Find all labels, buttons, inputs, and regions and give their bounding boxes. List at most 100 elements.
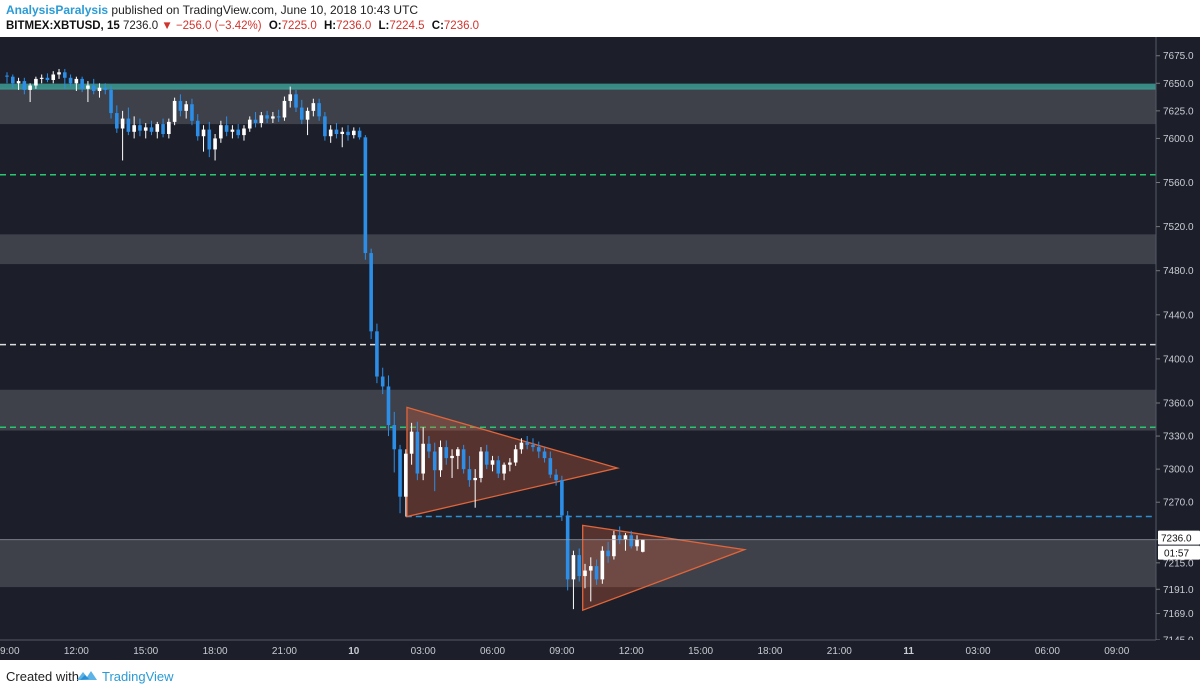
candle-body	[271, 116, 275, 119]
candle	[68, 74, 73, 87]
candle	[536, 441, 541, 459]
price-tick-label: 7650.0	[1163, 79, 1194, 90]
candle-body	[328, 129, 333, 137]
candle	[45, 73, 50, 83]
candle-body	[600, 550, 605, 580]
time-tick-label: 03:00	[411, 646, 436, 657]
candle	[519, 438, 524, 454]
candle	[91, 78, 96, 95]
candle	[450, 449, 454, 478]
price-chart[interactable]: 7675.0 7650.0 7625.0 7600.0 7560.0 7520.0 7480…	[0, 37, 1200, 660]
candle-body	[641, 539, 645, 552]
candle-body	[5, 75, 9, 77]
candle	[525, 436, 529, 450]
last-price-label: 7236.0	[122, 20, 159, 32]
candle-body	[63, 72, 67, 78]
last-price-badge	[1158, 530, 1200, 545]
support-resistance-zone	[0, 234, 1156, 265]
candle-body	[386, 386, 391, 426]
candle-body	[80, 78, 84, 89]
candle	[623, 533, 628, 551]
candle-body	[305, 110, 310, 120]
author-link[interactable]: AnalysisParalysis	[6, 3, 109, 17]
candle-body	[224, 125, 229, 132]
candle	[120, 110, 125, 161]
candle	[554, 469, 558, 486]
candle	[363, 135, 368, 260]
candle	[375, 323, 379, 384]
price-tick-label: 7560.0	[1163, 178, 1194, 189]
symbol-label[interactable]: BITMEX:XBTUSD, 15	[6, 20, 120, 32]
candle	[294, 89, 298, 112]
candle	[10, 74, 15, 88]
candle	[323, 111, 327, 141]
footer: Created with TradingView	[0, 660, 1200, 692]
candle	[334, 122, 339, 139]
candle	[409, 422, 414, 465]
candle-body	[594, 566, 599, 580]
candle	[392, 411, 397, 473]
candle	[230, 125, 235, 139]
candle-body	[126, 118, 131, 132]
candle	[583, 563, 587, 589]
close-label: C:	[431, 20, 444, 32]
time-tick-label: 10	[348, 646, 360, 657]
candle-body	[450, 455, 454, 459]
candle	[167, 118, 171, 139]
candle	[219, 120, 223, 143]
candle-body	[571, 555, 576, 580]
candle-body	[380, 376, 385, 387]
candle-body	[74, 78, 79, 84]
candle-body	[554, 474, 558, 481]
candle-body	[282, 100, 287, 118]
candle	[265, 110, 269, 123]
candle	[51, 71, 56, 84]
candle	[600, 546, 605, 584]
time-tick-label: 18:00	[203, 646, 228, 657]
candle	[63, 68, 67, 89]
candle	[39, 74, 44, 84]
candle-body	[155, 124, 160, 132]
candle	[560, 475, 564, 521]
tradingview-brand[interactable]: TradingView	[102, 669, 174, 684]
candle-body	[236, 129, 240, 136]
candle-body	[427, 443, 431, 452]
down-arrow-icon: ▼	[161, 20, 173, 32]
candle	[115, 105, 119, 133]
candle	[461, 444, 466, 474]
candle-body	[461, 449, 466, 470]
candle	[103, 83, 108, 95]
countdown-badge	[1158, 545, 1200, 560]
candle	[635, 535, 639, 551]
candle	[542, 447, 547, 463]
candle-body	[219, 125, 223, 139]
candle-body	[536, 447, 541, 452]
candle-body	[565, 515, 570, 580]
candle	[155, 121, 160, 139]
candle	[213, 134, 217, 161]
ohlc-legend: BITMEX:XBTUSD, 15 7236.0 ▼ −256.0 (−3.42…	[6, 20, 479, 32]
candle	[178, 94, 183, 117]
candle-body	[247, 119, 252, 129]
candle	[490, 455, 495, 472]
candle	[571, 550, 576, 610]
countdown-label: 01:57	[1164, 549, 1189, 560]
candle-body	[91, 85, 96, 92]
candle-body	[265, 115, 269, 119]
candle	[126, 107, 131, 136]
candle-body	[259, 115, 264, 123]
candle-body	[548, 458, 553, 475]
candle-body	[629, 535, 634, 547]
candle	[276, 109, 281, 122]
candle	[444, 440, 449, 465]
open-label: O:	[268, 20, 282, 32]
candle	[588, 557, 593, 602]
candle-body	[560, 480, 564, 516]
change-label: −256.0 (−3.42%)	[175, 20, 262, 32]
candle-body	[242, 128, 246, 136]
candle-body	[525, 442, 529, 445]
time-tick-label: 21:00	[272, 646, 297, 657]
symmetrical-triangle-pattern	[582, 524, 748, 612]
candle-body	[606, 550, 610, 557]
candle-body	[496, 460, 501, 474]
